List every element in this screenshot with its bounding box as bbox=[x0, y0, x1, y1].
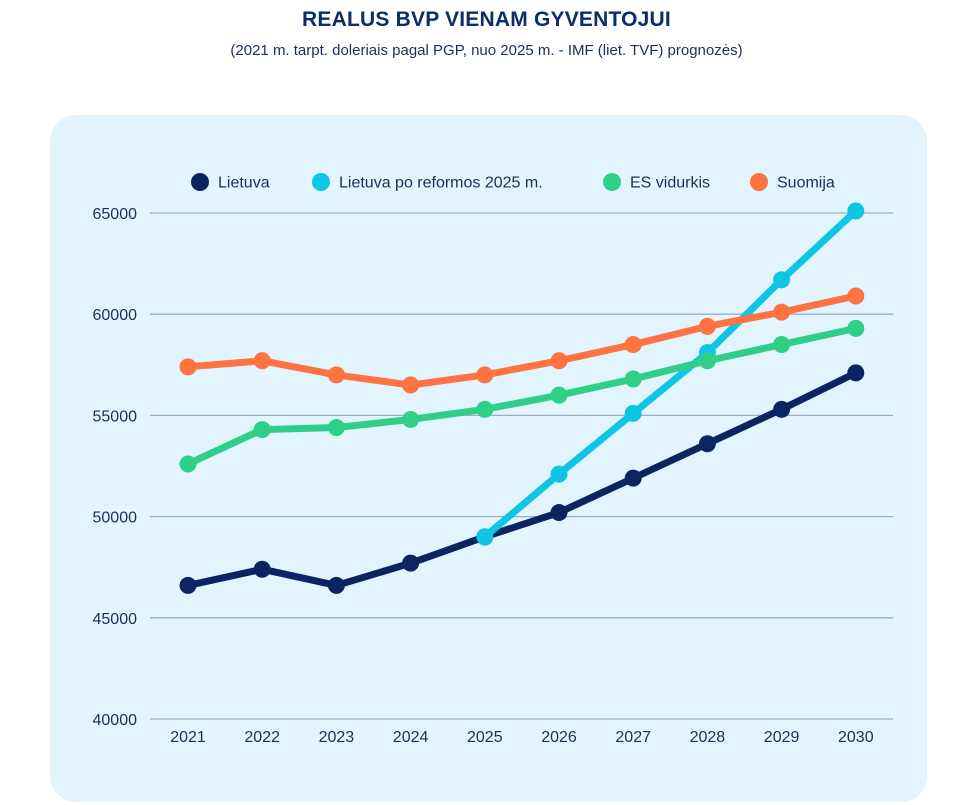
data-point bbox=[847, 202, 865, 220]
legend-item: Suomija bbox=[750, 173, 835, 192]
data-point bbox=[624, 404, 642, 422]
data-point bbox=[476, 366, 494, 384]
legend: Lietuva Lietuva po reformos 2025 m. ES vid… bbox=[191, 173, 835, 192]
data-point bbox=[624, 336, 642, 354]
data-point bbox=[847, 287, 865, 305]
data-point bbox=[698, 317, 716, 335]
series-group bbox=[179, 202, 865, 594]
series-suomija bbox=[179, 287, 865, 394]
data-point bbox=[847, 319, 865, 337]
legend-marker bbox=[603, 173, 621, 191]
data-point bbox=[402, 554, 420, 572]
y-tick-label: 45000 bbox=[93, 611, 138, 628]
legend-label: Suomija bbox=[777, 175, 835, 192]
x-tick-label: 2026 bbox=[541, 729, 577, 746]
x-tick-label: 2027 bbox=[615, 729, 651, 746]
data-point bbox=[327, 576, 345, 594]
series-line bbox=[184, 292, 860, 389]
legend-item: Lietuva po reformos 2025 m. bbox=[312, 173, 543, 192]
x-axis: 2021 2022 2023 2024 2025 2026 2027 2028 2029 2030 bbox=[170, 729, 873, 746]
data-point bbox=[624, 469, 642, 487]
data-point bbox=[327, 419, 345, 437]
series-line bbox=[184, 324, 860, 468]
y-tick-label: 50000 bbox=[93, 510, 138, 527]
legend-marker bbox=[312, 173, 330, 191]
legend-item: Lietuva bbox=[191, 173, 270, 192]
x-tick-label: 2024 bbox=[393, 729, 429, 746]
data-point bbox=[773, 400, 791, 418]
y-axis: 40000 45000 50000 55000 60000 65000 bbox=[93, 206, 138, 729]
x-tick-label: 2022 bbox=[244, 729, 280, 746]
data-point bbox=[698, 435, 716, 453]
data-point bbox=[253, 560, 271, 578]
data-point bbox=[624, 370, 642, 388]
data-point bbox=[327, 366, 345, 384]
data-point bbox=[179, 576, 197, 594]
y-tick-label: 40000 bbox=[93, 712, 138, 729]
data-point bbox=[179, 358, 197, 376]
data-point bbox=[402, 376, 420, 394]
series-line bbox=[481, 207, 860, 541]
x-tick-label: 2028 bbox=[690, 729, 726, 746]
x-tick-label: 2023 bbox=[319, 729, 355, 746]
data-point bbox=[550, 465, 568, 483]
data-point bbox=[773, 336, 791, 354]
data-point bbox=[476, 400, 494, 418]
y-tick-label: 60000 bbox=[93, 307, 138, 324]
series-line bbox=[184, 369, 860, 589]
grid-lines bbox=[150, 212, 893, 720]
data-point bbox=[179, 455, 197, 473]
x-tick-label: 2029 bbox=[764, 729, 800, 746]
legend-marker bbox=[191, 173, 209, 191]
chart-title: REALUS BVP VIENAM GYVENTOJUI bbox=[302, 8, 671, 31]
y-tick-label: 55000 bbox=[93, 408, 138, 425]
data-point bbox=[550, 504, 568, 522]
x-tick-label: 2025 bbox=[467, 729, 503, 746]
legend-label: Lietuva po reformos 2025 m. bbox=[339, 175, 543, 192]
series-lietuva bbox=[179, 364, 865, 594]
legend-marker bbox=[750, 173, 768, 191]
data-point bbox=[773, 271, 791, 289]
data-point bbox=[402, 410, 420, 428]
chart-subtitle: (2021 m. tarpt. doleriais pagal PGP, nuo… bbox=[230, 42, 743, 59]
data-point bbox=[550, 352, 568, 370]
legend-item: ES vidurkis bbox=[603, 173, 710, 192]
data-point bbox=[847, 364, 865, 382]
series-lietuva-po-reformos-2025-m- bbox=[476, 202, 865, 546]
data-point bbox=[476, 528, 494, 546]
data-point bbox=[253, 421, 271, 439]
series-es-vidurkis bbox=[179, 319, 865, 473]
data-point bbox=[698, 352, 716, 370]
data-point bbox=[550, 386, 568, 404]
x-tick-label: 2021 bbox=[170, 729, 206, 746]
legend-label: ES vidurkis bbox=[630, 175, 710, 192]
x-tick-label: 2030 bbox=[838, 729, 874, 746]
y-tick-label: 65000 bbox=[93, 206, 138, 223]
legend-label: Lietuva bbox=[218, 175, 270, 192]
data-point bbox=[253, 352, 271, 370]
data-point bbox=[773, 303, 791, 321]
